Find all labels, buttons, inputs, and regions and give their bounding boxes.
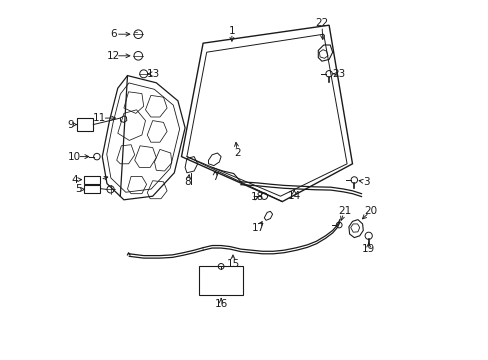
Text: 14: 14 [287, 191, 300, 201]
Text: 6: 6 [110, 29, 116, 39]
Text: 18: 18 [250, 192, 263, 202]
Bar [84, 185, 101, 193]
Text: 21: 21 [337, 206, 350, 216]
Text: 23: 23 [331, 69, 345, 79]
Text: 3: 3 [362, 177, 369, 187]
Text: 12: 12 [106, 51, 120, 61]
Text: 5: 5 [75, 184, 81, 194]
Text: 1: 1 [228, 26, 235, 36]
Text: 10: 10 [68, 152, 81, 162]
Text: 11: 11 [93, 113, 106, 123]
Text: 8: 8 [184, 177, 191, 187]
Text: 16: 16 [214, 299, 227, 309]
Text: 4: 4 [71, 175, 78, 185]
Bar [199, 266, 242, 295]
Bar [77, 118, 93, 131]
Text: 22: 22 [315, 18, 328, 28]
Text: 2: 2 [234, 148, 240, 158]
Text: 17: 17 [251, 222, 264, 233]
Text: 9: 9 [67, 120, 74, 130]
Text: 20: 20 [364, 206, 377, 216]
Bar [84, 176, 101, 184]
Text: 15: 15 [226, 258, 239, 269]
Text: 7: 7 [211, 172, 218, 182]
Text: 19: 19 [361, 244, 375, 254]
Text: 13: 13 [147, 69, 160, 79]
